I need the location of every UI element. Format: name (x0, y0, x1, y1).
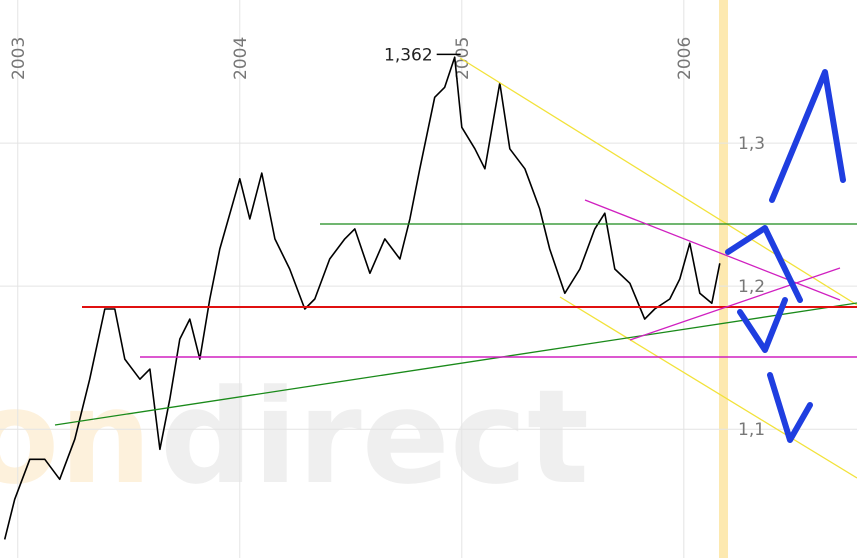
arrows (725, 69, 846, 443)
trend-lines (54, 57, 857, 479)
x-tick-label: 2005 (453, 37, 473, 80)
trend-line (459, 57, 857, 306)
max-label: 1,362 (384, 45, 433, 65)
trend-line (54, 302, 857, 426)
arrow-down (767, 372, 813, 443)
arrow-mid (725, 225, 803, 303)
current-band (719, 0, 728, 558)
x-tick-label: 2006 (675, 37, 695, 80)
watermark: direct (160, 361, 589, 513)
trend-line (559, 296, 857, 479)
x-tick-label: 2004 (231, 37, 251, 80)
arrow-down-small (737, 297, 788, 353)
y-tick-label: 1,2 (738, 277, 765, 297)
trend-line (584, 199, 841, 301)
price-line (3, 56, 721, 540)
x-tick-label: 2003 (9, 37, 29, 80)
y-tick-label: 1,1 (738, 420, 765, 440)
y-tick-label: 1,3 (738, 134, 765, 154)
trend-line (629, 267, 841, 341)
arrow-up (769, 69, 846, 203)
